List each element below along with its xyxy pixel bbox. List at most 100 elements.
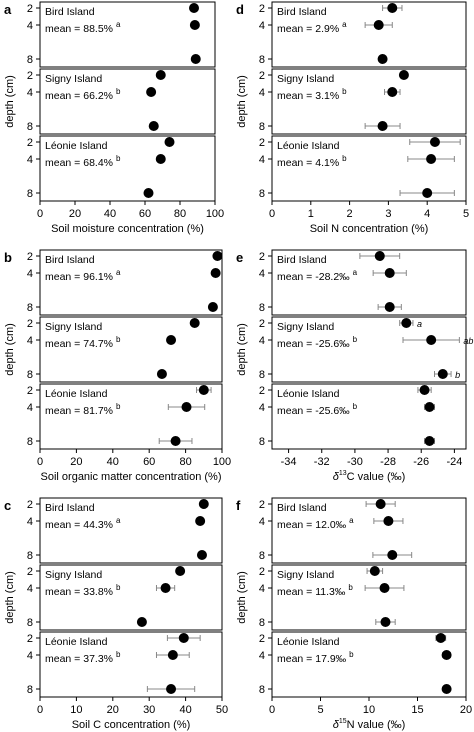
x-tick-label: -34 — [281, 456, 297, 468]
data-point — [166, 335, 177, 345]
data-point — [374, 251, 385, 261]
y-tick-label: 2 — [27, 633, 33, 645]
x-tick-label: 80 — [174, 208, 186, 220]
data-point — [164, 137, 175, 147]
data-point — [167, 650, 178, 660]
significance-letter: b — [353, 402, 358, 411]
panel-d: d 2 4 8 Bird Island mean = 2.9% a 2 4 8 Signy Isla… — [236, 1, 469, 235]
data-point — [441, 650, 452, 660]
subpanel-frame — [39, 135, 216, 202]
data-point — [170, 436, 181, 446]
x-tick-label: 15 — [411, 704, 423, 716]
y-tick-label: 4 — [259, 583, 265, 595]
data-point — [189, 20, 200, 30]
significance-letter: b — [116, 87, 121, 96]
x-tick-label: 100 — [206, 208, 224, 220]
panel-b: b 2 4 8 Bird Island mean = 96.1% a 2 4 8 Signy Isl… — [4, 249, 231, 483]
y-tick-label: 2 — [27, 499, 33, 511]
y-tick-label: 2 — [259, 251, 265, 263]
x-axis-label-delta: δ — [333, 471, 340, 483]
data-point — [387, 550, 398, 560]
subpanel-frame — [39, 564, 223, 631]
mean-text: mean = -25.6‰ — [277, 338, 350, 350]
x-tick-label: 40 — [107, 456, 119, 468]
subpanel-l-onie-island: 2 4 8 Léonie Island mean = 81.7% b — [27, 383, 223, 450]
subpanel-bird-island: 2 4 8 Bird Island mean = -28.2‰ a — [259, 249, 467, 316]
data-point — [377, 121, 388, 131]
y-tick-label: 2 — [259, 137, 265, 149]
data-point — [426, 154, 437, 164]
data-point — [212, 251, 223, 261]
mean-text: mean = 2.9% — [277, 23, 339, 35]
y-tick-label: 4 — [27, 402, 33, 414]
y-tick-label: 4 — [259, 87, 265, 99]
y-tick-label: 2 — [259, 566, 265, 578]
data-point — [426, 335, 437, 345]
significance-letter: b — [116, 402, 121, 411]
y-tick-label: 4 — [27, 154, 33, 166]
significance-letter: b — [342, 87, 347, 96]
x-tick-label: 60 — [139, 208, 151, 220]
subpanel-frame — [39, 249, 223, 316]
y-tick-label: 2 — [27, 318, 33, 330]
x-tick-label: 50 — [216, 704, 228, 716]
data-point — [401, 318, 412, 328]
subpanel-frame — [39, 68, 216, 135]
significance-letter: a — [116, 268, 121, 277]
data-point — [207, 302, 218, 312]
panel-c: c 2 4 8 Bird Island mean = 44.3% a 2 4 8 Signy Isl… — [4, 497, 228, 731]
x-tick-label: 3 — [385, 208, 391, 220]
point-label: b — [455, 370, 460, 380]
data-point — [379, 583, 390, 593]
y-tick-label: 4 — [259, 650, 265, 662]
data-point — [429, 137, 440, 147]
island-name: Bird Island — [277, 6, 327, 18]
data-point — [424, 436, 435, 446]
x-tick-label: 20 — [460, 704, 472, 716]
x-axis-label: Soil N concentration (%) — [310, 223, 429, 235]
island-name: Signy Island — [277, 569, 334, 581]
data-point — [189, 3, 199, 13]
y-tick-label: 2 — [259, 633, 265, 645]
mean-text: mean = 88.5% — [45, 23, 113, 35]
x-tick-label: 60 — [143, 456, 155, 468]
subpanel-signy-island: 2 4 8 Signy Island mean = 11.3‰ b — [259, 564, 467, 631]
y-tick-label: 8 — [27, 617, 33, 629]
mean-text: mean = 74.7% — [45, 338, 113, 350]
x-axis-label: Soil C concentration (%) — [72, 719, 191, 731]
x-tick-label: 20 — [107, 704, 119, 716]
significance-letter: b — [116, 154, 121, 163]
y-tick-label: 2 — [259, 318, 265, 330]
y-tick-label: 4 — [259, 402, 265, 414]
significance-letter: b — [116, 583, 121, 592]
panel-letter: d — [236, 2, 244, 17]
data-point — [424, 402, 435, 412]
x-tick-label: 0 — [37, 704, 43, 716]
significance-letter: b — [116, 335, 121, 344]
mean-text: mean = 68.4% — [45, 157, 113, 169]
subpanel-frame — [39, 631, 223, 698]
y-axis-label: depth (cm) — [236, 323, 248, 376]
x-tick-label: 0 — [269, 704, 275, 716]
point-label: a — [417, 319, 422, 329]
data-point — [375, 499, 386, 509]
y-tick-label: 4 — [259, 516, 265, 528]
y-tick-label: 8 — [27, 436, 33, 448]
y-tick-label: 8 — [259, 188, 265, 200]
data-point — [156, 369, 167, 379]
x-tick-label: 20 — [70, 456, 82, 468]
x-axis-label-isotope: 13 — [339, 470, 347, 477]
subpanel-frame — [39, 316, 223, 383]
x-tick-label: 40 — [179, 704, 191, 716]
significance-letter: b — [116, 650, 121, 659]
panel-letter: c — [4, 498, 11, 513]
data-point — [143, 188, 154, 198]
y-tick-label: 2 — [259, 385, 265, 397]
x-tick-label: 5 — [463, 208, 469, 220]
island-name: Léonie Island — [45, 636, 108, 648]
x-axis-label: Soil organic matter concentration (%) — [41, 471, 222, 483]
data-point — [384, 268, 395, 278]
data-point — [136, 617, 147, 627]
